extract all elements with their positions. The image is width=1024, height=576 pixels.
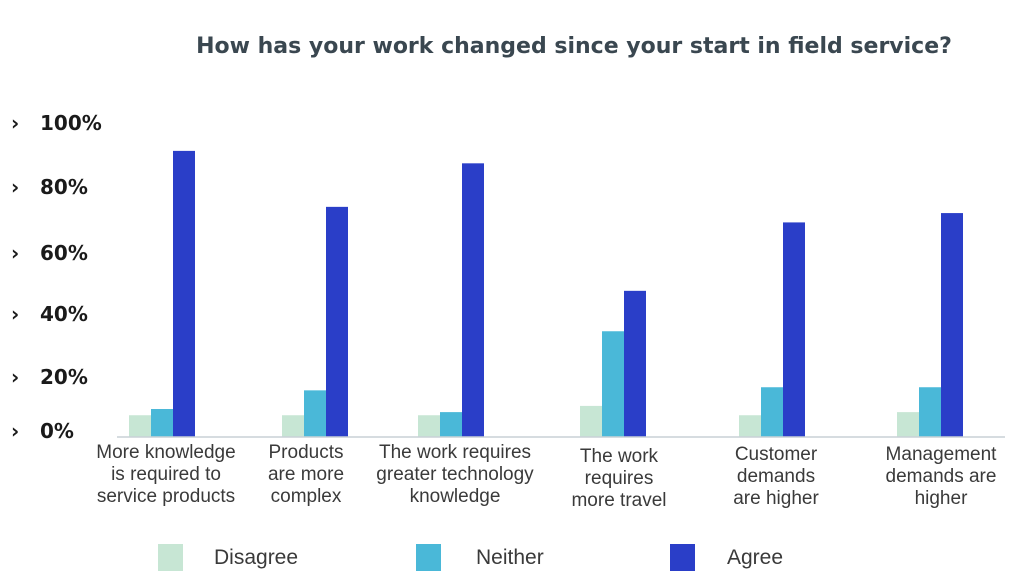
x-category-label: The work requires greater technology knowl… [376, 442, 534, 507]
bar-disagree-3 [418, 415, 440, 437]
bar-agree-5 [783, 222, 805, 437]
x-axis-labels: More knowledge is required to service prod… [96, 442, 997, 511]
bar-disagree-4 [580, 405, 602, 437]
y-axis: › 0% › 20% › 40% › 60% › 80% › 100% [11, 111, 102, 443]
legend-label-neither: Neither [476, 546, 544, 569]
bar-neither-3 [440, 412, 462, 437]
bar-disagree-6 [897, 412, 919, 437]
y-tick-chevron-icon: › [11, 365, 19, 389]
y-tick-label: 60% [40, 241, 88, 265]
y-tick-chevron-icon: › [11, 175, 19, 199]
bar-disagree-5 [739, 415, 761, 437]
legend: Disagree Neither Agree [158, 544, 783, 571]
y-tick-chevron-icon: › [11, 419, 19, 443]
bar-disagree-1 [129, 415, 151, 437]
legend-swatch-neither [416, 544, 441, 571]
legend-swatch-agree [670, 544, 695, 571]
x-category-label: The work requires more travel [571, 446, 666, 511]
x-category-label: Management demands are higher [886, 444, 998, 509]
x-category-label: Products are more complex [268, 442, 344, 507]
bar-agree-4 [624, 290, 646, 437]
bar-agree-2 [326, 206, 348, 437]
legend-label-disagree: Disagree [214, 546, 298, 569]
y-tick-label: 80% [40, 175, 88, 199]
bar-neither-5 [761, 387, 783, 437]
y-tick-label: 20% [40, 365, 88, 389]
y-tick-chevron-icon: › [11, 241, 19, 265]
x-category-label: Customer demands are higher [733, 444, 819, 509]
legend-swatch-disagree [158, 544, 183, 571]
bar-neither-6 [919, 387, 941, 437]
bar-neither-4 [602, 331, 624, 437]
legend-label-agree: Agree [727, 546, 783, 569]
bar-agree-6 [941, 213, 963, 437]
bar-agree-1 [173, 150, 195, 437]
bar-neither-2 [304, 390, 326, 437]
bars [129, 150, 963, 437]
chart-title: How has your work changed since your sta… [196, 34, 952, 59]
bar-disagree-2 [282, 415, 304, 437]
x-category-label: More knowledge is required to service prod… [96, 442, 235, 507]
bar-neither-1 [151, 409, 173, 437]
y-tick-chevron-icon: › [11, 302, 19, 326]
y-tick-label: 40% [40, 302, 88, 326]
bar-agree-3 [462, 163, 484, 437]
y-tick-chevron-icon: › [11, 111, 19, 135]
y-tick-label: 0% [40, 419, 74, 443]
y-tick-label: 100% [40, 111, 102, 135]
